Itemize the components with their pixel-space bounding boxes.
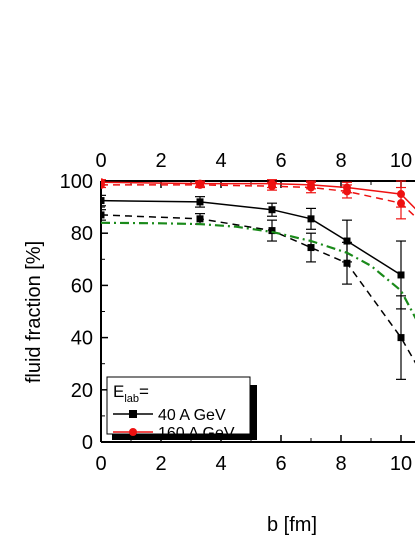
data-point-circle: [101, 180, 105, 189]
data-point-circle: [397, 199, 405, 208]
x-tick-label: 8: [335, 453, 346, 475]
y-tick-label: 0: [82, 432, 93, 454]
data-point-circle: [196, 180, 204, 189]
series-3: [101, 180, 415, 220]
y-axis-label: fluid fraction [%]: [23, 241, 45, 383]
data-point-square: [307, 215, 315, 223]
x-tick-label: 0: [95, 453, 106, 475]
legend-marker-circle-160: [129, 428, 137, 436]
x-top-tick-label: 10: [390, 150, 412, 172]
series-line: [101, 199, 402, 276]
data-point-square: [268, 227, 276, 235]
data-point-square: [268, 206, 276, 214]
data-point-square: [101, 197, 105, 205]
x-tick-label: 4: [215, 453, 226, 475]
x-tick-label: 2: [155, 453, 166, 475]
x-tick-label: 10: [390, 453, 412, 475]
x-tick-label: 6: [275, 453, 286, 475]
legend-box: [106, 376, 251, 435]
x-ticks-top: 0 2 4 6 8 10: [95, 150, 412, 188]
data-point-circle: [268, 182, 276, 191]
x-top-tick-label: 4: [215, 150, 226, 172]
x-top-tick-label: 6: [275, 150, 286, 172]
series-0: [101, 194, 406, 310]
data-point-square: [343, 237, 351, 245]
y-tick-label: 80: [71, 223, 93, 245]
data-point-square: [343, 259, 351, 267]
series-1: [101, 209, 415, 380]
data-point-square: [196, 215, 204, 223]
data-point-circle: [343, 187, 351, 196]
data-point-square: [397, 271, 405, 279]
series-2: [101, 178, 415, 210]
data-point-square: [196, 198, 204, 206]
series-line: [101, 221, 415, 320]
legend-entry-40: 40 A GeV: [158, 407, 226, 424]
data-point-square: [307, 244, 315, 252]
series-4: [101, 221, 415, 320]
x-top-tick-label: 2: [155, 150, 166, 172]
legend-marker-square-40: [129, 410, 137, 418]
x-top-tick-label: 0: [95, 150, 106, 172]
x-ticks-bottom: 0 2 4 6 8 10: [95, 435, 412, 475]
legend: Elab= 40 A GeV 160 A GeV: [106, 376, 257, 442]
y-tick-label: 100: [60, 171, 93, 193]
x-axis-label: b [fm]: [267, 514, 317, 536]
y-tick-label: 40: [71, 328, 93, 350]
y-tick-label: 60: [71, 275, 93, 297]
data-point-circle: [307, 183, 315, 192]
data-point-square: [397, 334, 405, 342]
legend-entry-160: 160 A GeV: [158, 425, 235, 442]
data-point-square: [101, 211, 105, 219]
y-ticks: 0 20 40 60 80 100: [60, 171, 108, 454]
legend-title: Elab=: [113, 382, 149, 405]
series-line: [101, 214, 415, 364]
y-tick-label: 20: [71, 380, 93, 402]
series-layer: [101, 178, 415, 380]
x-top-tick-label: 8: [335, 150, 346, 172]
